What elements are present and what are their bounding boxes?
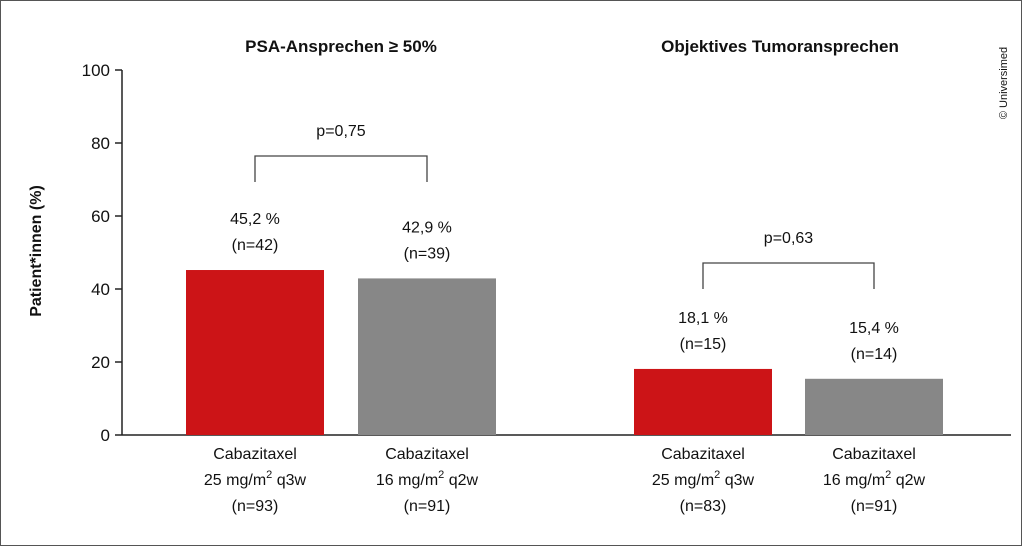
y-tick-label: 40: [91, 280, 110, 299]
panel-title: Objektives Tumoransprechen: [661, 37, 899, 56]
p-value-label: p=0,63: [764, 230, 813, 247]
significance-bracket: [254, 155, 428, 182]
bar-value-label: 18,1 %: [678, 310, 728, 327]
dose-text: 16 mg/m: [376, 472, 438, 489]
y-ticks: 0 20 40 60 80 100: [82, 61, 122, 445]
panel-1: PSA-Ansprechen ≥ 50% 45,2 % (n=42) Cabazita…: [186, 37, 496, 515]
dose-schedule: q2w: [891, 472, 925, 489]
y-tick-label: 80: [91, 134, 110, 153]
y-axis-title: Patient*innen (%): [28, 185, 45, 317]
y-tick-label: 100: [82, 61, 110, 80]
dose-schedule: q3w: [720, 472, 754, 489]
bar: [634, 368, 772, 435]
category-label-n: (n=91): [404, 498, 451, 515]
category-label-n: (n=93): [232, 498, 279, 515]
category-label-drug: Cabazitaxel: [661, 446, 745, 463]
y-tick-label: 60: [91, 207, 110, 226]
panel-title: PSA-Ansprechen ≥ 50%: [245, 37, 437, 56]
category-label-dose: 16 mg/m2 q2w: [823, 469, 926, 489]
category-label-dose: 16 mg/m2 q2w: [376, 469, 479, 489]
category-label-n: (n=91): [851, 498, 898, 515]
dose-unit-superscript: 2: [885, 469, 891, 481]
dose-unit-superscript: 2: [266, 469, 272, 481]
y-tick-label: 0: [101, 426, 110, 445]
bar-n-label: (n=15): [680, 336, 727, 353]
copyright-text: © Universimed: [998, 47, 1010, 119]
bar-n-label: (n=42): [232, 237, 279, 254]
category-label-n: (n=83): [680, 498, 727, 515]
chart-panels: PSA-Ansprechen ≥ 50% 45,2 % (n=42) Cabazita…: [186, 37, 943, 515]
dose-text: 25 mg/m: [652, 472, 714, 489]
bar-value-label: 45,2 %: [230, 211, 280, 228]
y-tick-label: 20: [91, 353, 110, 372]
panel-2: Objektives Tumoransprechen 18,1 % (n=15) Ca…: [634, 37, 943, 515]
bar-n-label: (n=39): [404, 245, 451, 262]
category-label-dose: 25 mg/m2 q3w: [652, 469, 755, 489]
category-label-dose: 25 mg/m2 q3w: [204, 469, 307, 489]
bar-value-label: 15,4 %: [849, 320, 899, 337]
bar-value-label: 42,9 %: [402, 219, 452, 236]
category-label-drug: Cabazitaxel: [385, 446, 469, 463]
dose-unit-superscript: 2: [438, 469, 444, 481]
p-value-label: p=0,75: [316, 123, 365, 140]
dose-schedule: q2w: [444, 472, 478, 489]
category-label-drug: Cabazitaxel: [213, 446, 297, 463]
bar: [186, 270, 324, 435]
category-label-drug: Cabazitaxel: [832, 446, 916, 463]
significance-bracket: [702, 262, 875, 289]
bar: [358, 278, 496, 435]
bar: [805, 378, 943, 435]
dose-text: 25 mg/m: [204, 472, 266, 489]
dose-schedule: q3w: [272, 472, 306, 489]
dose-unit-superscript: 2: [714, 469, 720, 481]
bar-n-label: (n=14): [851, 346, 898, 363]
dose-text: 16 mg/m: [823, 472, 885, 489]
